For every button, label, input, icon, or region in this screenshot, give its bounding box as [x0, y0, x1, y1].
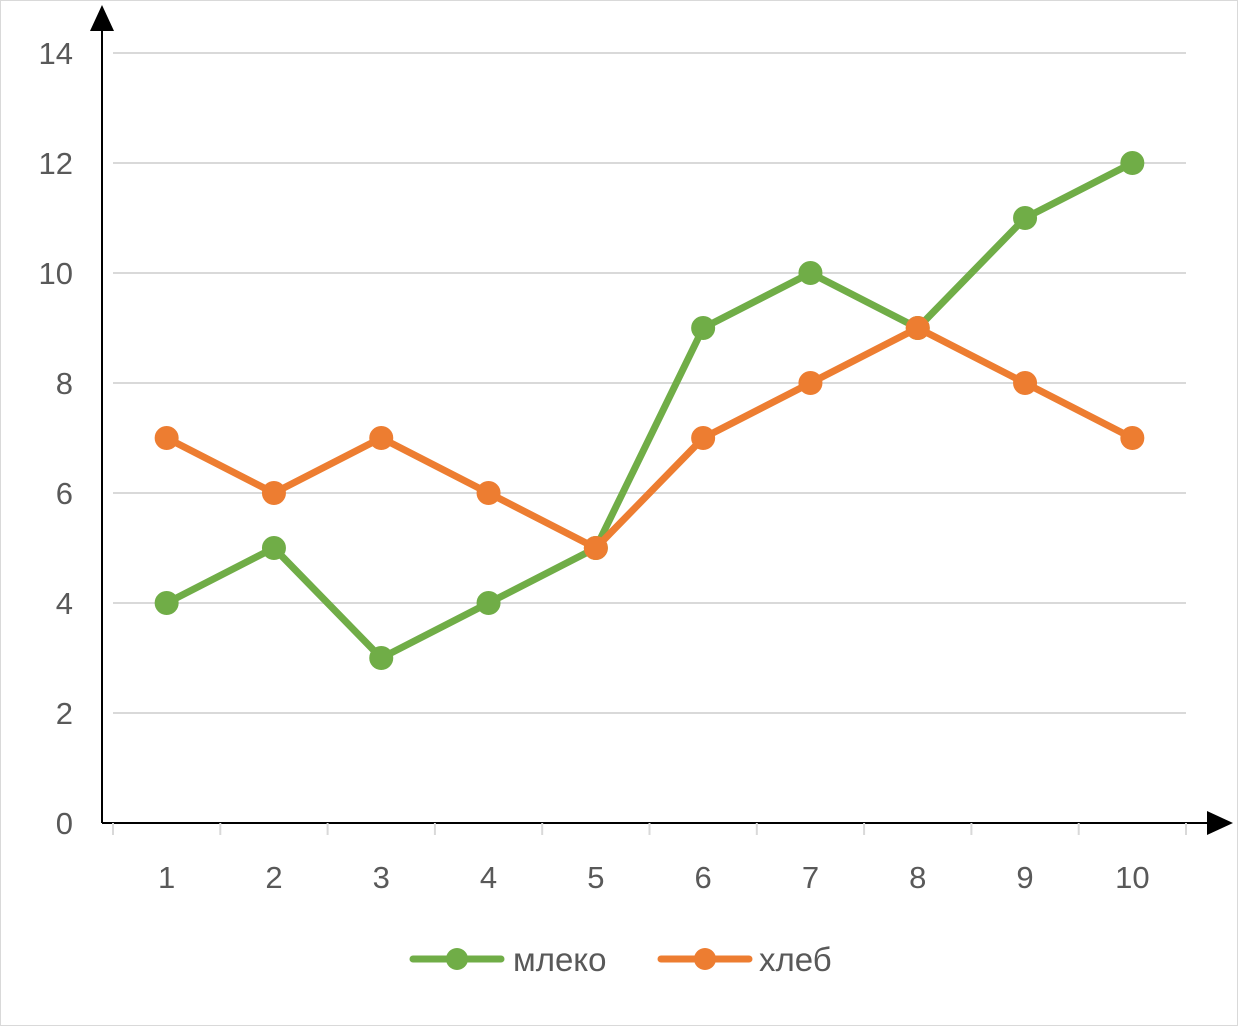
data-point [476, 591, 501, 615]
legend-swatch-marker [694, 948, 716, 970]
x-tick-label: 6 [695, 860, 712, 895]
x-axis-arrow [1207, 811, 1233, 835]
x-tick-label: 2 [265, 860, 282, 895]
y-axis-arrow [90, 5, 114, 31]
y-tick-label: 2 [56, 696, 73, 731]
y-tick-label: 4 [56, 586, 73, 621]
y-tick-label: 10 [39, 256, 73, 291]
legend: млеко хлеб [409, 941, 832, 978]
series-line [163, 324, 1136, 552]
data-point [583, 536, 608, 560]
legend-item: млеко [409, 941, 606, 978]
data-point [154, 426, 179, 450]
x-tick-label: 8 [909, 860, 926, 895]
data-point [261, 481, 286, 505]
legend-label: хлеб [759, 941, 832, 978]
legend-label: млеко [513, 941, 606, 978]
series-2 [154, 316, 1145, 560]
data-point [1120, 426, 1145, 450]
data-point [369, 646, 394, 670]
x-tick-label: 3 [373, 860, 390, 895]
data-point [1013, 206, 1038, 230]
x-tick-label: 5 [587, 860, 604, 895]
x-tick-label: 7 [802, 860, 819, 895]
axes [90, 5, 1233, 835]
y-tick-label: 12 [39, 146, 73, 181]
y-tick-label: 0 [56, 806, 73, 841]
data-point [905, 316, 930, 340]
data-point [154, 591, 179, 615]
y-tick-label: 8 [56, 366, 73, 401]
y-tick-label: 14 [39, 36, 73, 71]
data-point [691, 426, 716, 450]
x-axis-tick-labels: 1 2 3 4 5 6 7 8 9 10 [158, 860, 1150, 895]
legend-item: хлеб [657, 941, 832, 978]
x-tick-label: 10 [1115, 860, 1149, 895]
series-layer [154, 151, 1145, 670]
data-point [1120, 151, 1145, 175]
y-axis-tick-labels: 0 2 4 6 8 10 12 14 [39, 36, 73, 841]
data-point [261, 536, 286, 560]
data-point [1013, 371, 1038, 395]
data-point [798, 371, 823, 395]
data-point [691, 316, 716, 340]
series-1 [154, 151, 1145, 670]
data-point [798, 261, 823, 285]
x-tick-label: 1 [158, 860, 175, 895]
data-point [369, 426, 394, 450]
x-tick-label: 4 [480, 860, 497, 895]
series-line [163, 159, 1136, 662]
x-tick-label: 9 [1016, 860, 1033, 895]
legend-swatch-marker [446, 948, 468, 970]
y-tick-label: 6 [56, 476, 73, 511]
data-point [476, 481, 501, 505]
